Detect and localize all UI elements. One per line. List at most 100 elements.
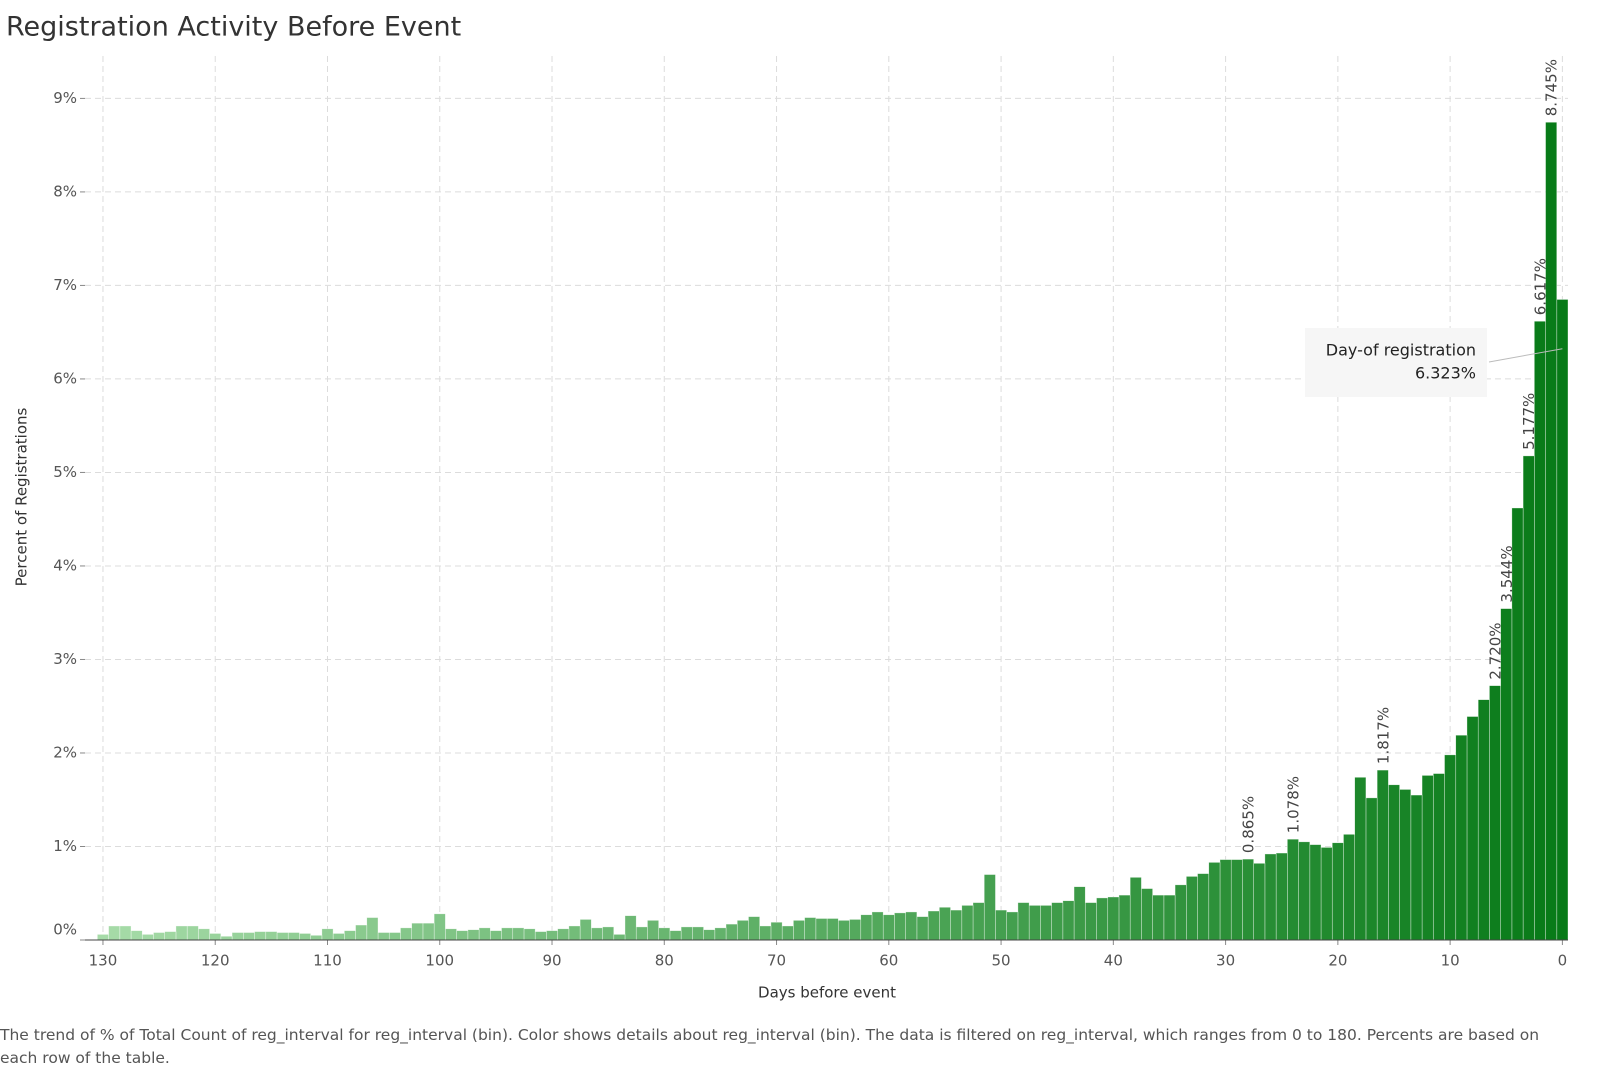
- caption: The trend of % of Total Count of reg_int…: [0, 1026, 1540, 1067]
- bar: [1084, 902, 1097, 941]
- bar: [1365, 797, 1378, 941]
- data-label: 1.078%: [1284, 776, 1302, 833]
- bar: [557, 928, 570, 941]
- bar: [647, 920, 659, 941]
- x-tick-label: 130: [89, 952, 118, 970]
- bar: [512, 927, 525, 941]
- bar: [871, 911, 884, 941]
- bar: [231, 932, 244, 941]
- bar: [961, 905, 974, 941]
- bar: [1062, 900, 1075, 941]
- y-tick-label: 2%: [53, 743, 77, 761]
- bar: [534, 931, 547, 941]
- x-tick-label: 0: [1558, 952, 1568, 970]
- bar: [276, 932, 289, 941]
- bar: [265, 931, 278, 941]
- bar: [669, 930, 682, 941]
- bar: [1129, 877, 1142, 941]
- y-tick-label: 7%: [53, 276, 77, 294]
- bar: [781, 925, 794, 941]
- bar: [1152, 894, 1165, 941]
- bar: [658, 927, 671, 941]
- bar: [344, 930, 356, 941]
- bar: [635, 926, 648, 941]
- bar: [905, 911, 918, 941]
- bar: [523, 928, 536, 941]
- bar: [591, 927, 603, 941]
- bar: [377, 932, 390, 941]
- bar: [220, 935, 233, 941]
- bar: [624, 915, 637, 941]
- data-label: 2.720%: [1487, 622, 1505, 679]
- bar: [209, 933, 222, 941]
- bar: [725, 923, 738, 941]
- bar: [321, 928, 334, 941]
- bar: [1107, 896, 1120, 941]
- y-tick-label: 1%: [53, 837, 77, 855]
- bar: [1096, 897, 1109, 941]
- bar: [1073, 886, 1086, 941]
- bar: [164, 931, 177, 941]
- x-tick-label: 10: [1441, 952, 1460, 970]
- x-tick-label: 100: [425, 952, 454, 970]
- bar: [1399, 789, 1412, 941]
- bar: [175, 925, 188, 941]
- y-tick-label: 3%: [53, 650, 77, 668]
- bar: [242, 932, 255, 941]
- bar: [366, 917, 379, 941]
- x-tick-label: 60: [879, 952, 898, 970]
- bar: [950, 909, 963, 941]
- x-tick-label: 120: [201, 952, 230, 970]
- y-tick-label: 9%: [53, 89, 77, 107]
- bar: [411, 922, 424, 941]
- bar: [1489, 685, 1501, 941]
- bar: [826, 918, 839, 941]
- x-tick-label: 30: [1216, 952, 1235, 970]
- bar: [1287, 838, 1299, 941]
- x-axis-label: Days before event: [758, 984, 896, 1002]
- data-label: 1.817%: [1374, 707, 1392, 764]
- bar: [804, 917, 817, 941]
- bar: [613, 934, 626, 941]
- bar: [1298, 841, 1311, 941]
- chart-title: Registration Activity Before Event: [6, 12, 461, 43]
- x-tick-label: 20: [1328, 952, 1347, 970]
- bar: [489, 930, 502, 941]
- bar: [1264, 853, 1277, 941]
- bar: [1017, 902, 1030, 941]
- bar: [355, 924, 368, 941]
- bar: [388, 932, 401, 941]
- bar: [546, 930, 558, 941]
- bar: [579, 919, 592, 941]
- bar: [254, 931, 267, 941]
- bar: [1141, 888, 1153, 941]
- y-tick-label: 5%: [53, 463, 77, 481]
- bar: [467, 929, 480, 941]
- bar: [1522, 455, 1535, 941]
- bar: [1477, 699, 1490, 941]
- bar: [1388, 784, 1400, 941]
- bar: [770, 921, 783, 941]
- bar: [1343, 834, 1355, 941]
- bar: [1208, 862, 1221, 941]
- bar: [849, 919, 862, 941]
- bar: [310, 935, 323, 941]
- bar: [714, 927, 727, 941]
- bar: [130, 930, 143, 941]
- x-tick-label: 80: [655, 952, 674, 970]
- bar: [1118, 894, 1131, 941]
- bar: [97, 934, 109, 941]
- bar: [995, 909, 1007, 941]
- bar: [882, 914, 895, 941]
- data-label: 8.745%: [1543, 59, 1561, 116]
- bar: [916, 916, 929, 941]
- bar: [860, 914, 873, 941]
- annotation-box: [1305, 328, 1487, 397]
- data-label: 3.544%: [1498, 545, 1516, 602]
- bar: [1432, 773, 1445, 941]
- bar: [1309, 844, 1322, 941]
- bar: [1376, 769, 1389, 941]
- bar: [1410, 794, 1423, 941]
- bar: [433, 913, 446, 941]
- bar: [1320, 847, 1333, 941]
